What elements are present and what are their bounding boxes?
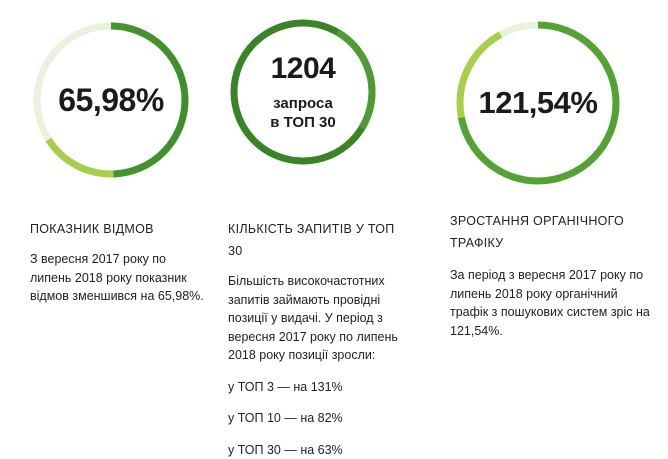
top30-description: Більшість високочастотних запитів займаю…: [228, 272, 408, 365]
bounce-rate-title: ПОКАЗНИК ВІДМОВ: [30, 218, 210, 240]
bounce-rate-value: 65,98%: [58, 82, 164, 119]
top30-item-top30: у ТОП 30 — на 63%: [228, 441, 408, 459]
top30-item-top3: у ТОП 3 — на 131%: [228, 378, 408, 397]
organic-traffic-description: За період з вересня 2017 року по липень …: [450, 266, 650, 340]
organic-traffic-title: ЗРОСТАННЯ ОРГАНІЧНОГО ТРАФІКУ: [450, 210, 650, 254]
organic-traffic-value: 121,54%: [479, 85, 598, 121]
top30-item-top10: у ТОП 10 — на 82%: [228, 409, 408, 428]
top30-block: КІЛЬКІСТЬ ЗАПИТІВ У ТОП 30 Більшість вис…: [228, 218, 408, 459]
top30-title: КІЛЬКІСТЬ ЗАПИТІВ У ТОП 30: [228, 218, 408, 262]
top30-count: 1204: [271, 52, 336, 86]
top30-queries-ring: 1204 запроса в ТОП 30: [230, 17, 376, 167]
organic-traffic-block: ЗРОСТАННЯ ОРГАНІЧНОГО ТРАФІКУ За період …: [450, 210, 650, 340]
top30-caption-line1: запроса: [273, 94, 333, 113]
bounce-rate-block: ПОКАЗНИК ВІДМОВ З вересня 2017 року по л…: [30, 218, 210, 306]
organic-traffic-ring: 121,54%: [455, 17, 621, 189]
bounce-rate-ring: 65,98%: [32, 18, 190, 182]
bounce-rate-description: З вересня 2017 року по липень 2018 року …: [30, 250, 210, 306]
top30-caption-line2: в ТОП 30: [270, 113, 335, 132]
